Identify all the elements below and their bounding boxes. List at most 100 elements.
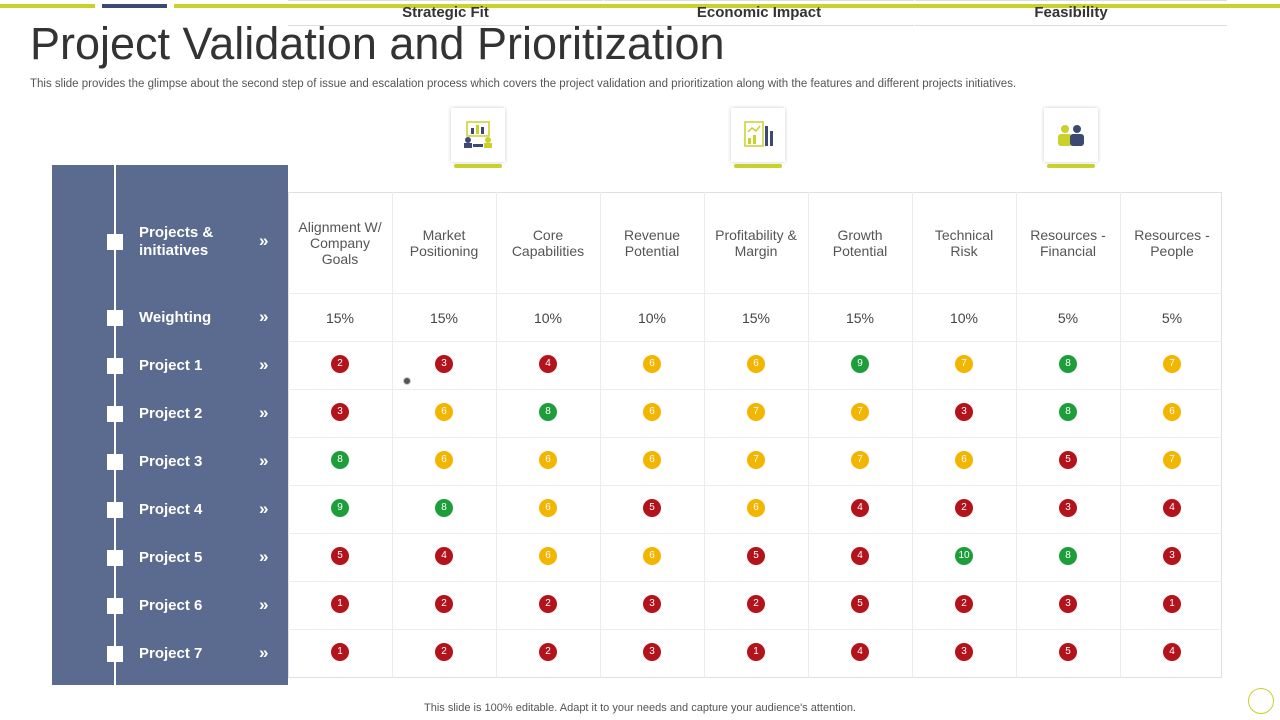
row-label-text: Project 2	[139, 405, 203, 422]
column-divider	[1016, 192, 1017, 678]
weight-value: 15%	[845, 310, 875, 326]
score-dot: 8	[1059, 355, 1077, 373]
score-dot: 6	[539, 547, 557, 565]
row-label-3: Project 2 »	[52, 396, 288, 432]
row-label-4: Project 3 »	[52, 444, 288, 480]
score-dot: 10	[955, 547, 973, 565]
column-divider	[600, 192, 601, 678]
score-dot: 8	[331, 451, 349, 469]
economic-impact-icon-box	[731, 108, 785, 168]
row-divider	[288, 389, 1222, 390]
row-divider	[288, 533, 1222, 534]
column-header: Revenue Potential	[623, 226, 681, 259]
column-divider	[808, 192, 809, 678]
row-label-7: Project 6 »	[52, 588, 288, 624]
column-header: Growth Potential	[832, 226, 888, 259]
score-dot: 3	[331, 403, 349, 421]
weight-value: 5%	[1161, 310, 1183, 326]
scoring-grid	[288, 192, 1222, 678]
row-label-2: Project 1 »	[52, 348, 288, 384]
strategic-fit-icon-box	[451, 108, 505, 168]
row-label-text: Weighting	[139, 309, 212, 326]
row-divider	[288, 485, 1222, 486]
row-divider	[288, 581, 1222, 582]
page-subtitle: This slide provides the glimpse about th…	[30, 78, 1017, 90]
row-label-6: Project 5 »	[52, 540, 288, 576]
row-divider	[288, 293, 1222, 294]
row-label-0: Projects & initiatives »	[52, 224, 288, 260]
score-dot: 4	[851, 499, 869, 517]
weight-value: 15%	[429, 310, 459, 326]
score-dot: 8	[1059, 547, 1077, 565]
score-dot: 6	[643, 451, 661, 469]
score-dot: 5	[1059, 451, 1077, 469]
row-bullet-square	[107, 454, 123, 470]
group-header-economic-impact: Economic Impact	[604, 0, 914, 26]
score-dot: 3	[1059, 595, 1077, 613]
score-dot: 4	[435, 547, 453, 565]
row-label-text: Project 4	[139, 501, 203, 518]
score-dot: 8	[435, 499, 453, 517]
score-dot: 7	[851, 451, 869, 469]
score-dot: 2	[435, 595, 453, 613]
row-divider	[288, 341, 1222, 342]
chevron-right-icon: »	[259, 595, 269, 614]
row-divider	[288, 437, 1222, 438]
row-bullet-square	[107, 502, 123, 518]
score-dot: 3	[955, 643, 973, 661]
weight-value: 5%	[1057, 310, 1079, 326]
weight-value: 15%	[741, 310, 771, 326]
score-dot: 3	[643, 643, 661, 661]
score-dot: 4	[539, 355, 557, 373]
row-bullet-square	[107, 310, 123, 326]
panel-divider-line	[114, 165, 116, 685]
score-dot: 6	[539, 499, 557, 517]
score-dot: 5	[643, 499, 661, 517]
row-label-text: Project 3	[139, 453, 203, 470]
icon-underline	[1047, 164, 1095, 168]
column-header: Resources - Financial	[1030, 226, 1106, 259]
column-header: Resources - People	[1134, 226, 1210, 259]
row-bullet-square	[107, 358, 123, 374]
corner-circle-decoration	[1248, 688, 1274, 714]
weight-value: 10%	[949, 310, 979, 326]
score-dot: 6	[747, 355, 765, 373]
column-header: Technical Risk	[934, 226, 994, 259]
row-label-text: Project 7	[139, 645, 203, 662]
score-dot: 8	[539, 403, 557, 421]
row-bullet-square	[107, 234, 123, 250]
score-dot: 2	[955, 499, 973, 517]
row-label-5: Project 4 »	[52, 492, 288, 528]
weight-value: 10%	[533, 310, 563, 326]
score-dot: 4	[1163, 643, 1181, 661]
score-dot: 2	[435, 643, 453, 661]
icon-underline	[454, 164, 502, 168]
row-divider	[288, 629, 1222, 630]
column-header: Market Positioning	[409, 226, 479, 259]
column-header: Alignment W/ Company Goals	[298, 218, 382, 267]
score-dot: 5	[747, 547, 765, 565]
top-accent-bar-navy	[102, 4, 167, 8]
score-dot: 6	[435, 403, 453, 421]
score-dot: 6	[643, 547, 661, 565]
top-accent-bar-left	[0, 4, 95, 8]
chevron-right-icon: »	[259, 451, 269, 470]
row-label-text: Project 5	[139, 549, 203, 566]
row-label-panel: Projects & initiatives» Weighting» Project…	[52, 165, 288, 685]
chevron-right-icon: »	[259, 403, 269, 422]
score-dot: 6	[643, 355, 661, 373]
score-dot: 9	[331, 499, 349, 517]
score-dot: 2	[747, 595, 765, 613]
score-dot: 3	[643, 595, 661, 613]
score-dot: 6	[1163, 403, 1181, 421]
page-title: Project Validation and Prioritization	[30, 18, 725, 69]
score-dot: 4	[851, 643, 869, 661]
row-label-text: Projects & initiatives	[139, 224, 214, 259]
score-dot: 7	[747, 451, 765, 469]
chevron-right-icon: »	[259, 547, 269, 566]
column-divider	[704, 192, 705, 678]
column-header: Profitability & Margin	[715, 226, 797, 259]
score-dot: 3	[955, 403, 973, 421]
chevron-right-icon: »	[259, 499, 269, 518]
score-dot: 1	[331, 643, 349, 661]
